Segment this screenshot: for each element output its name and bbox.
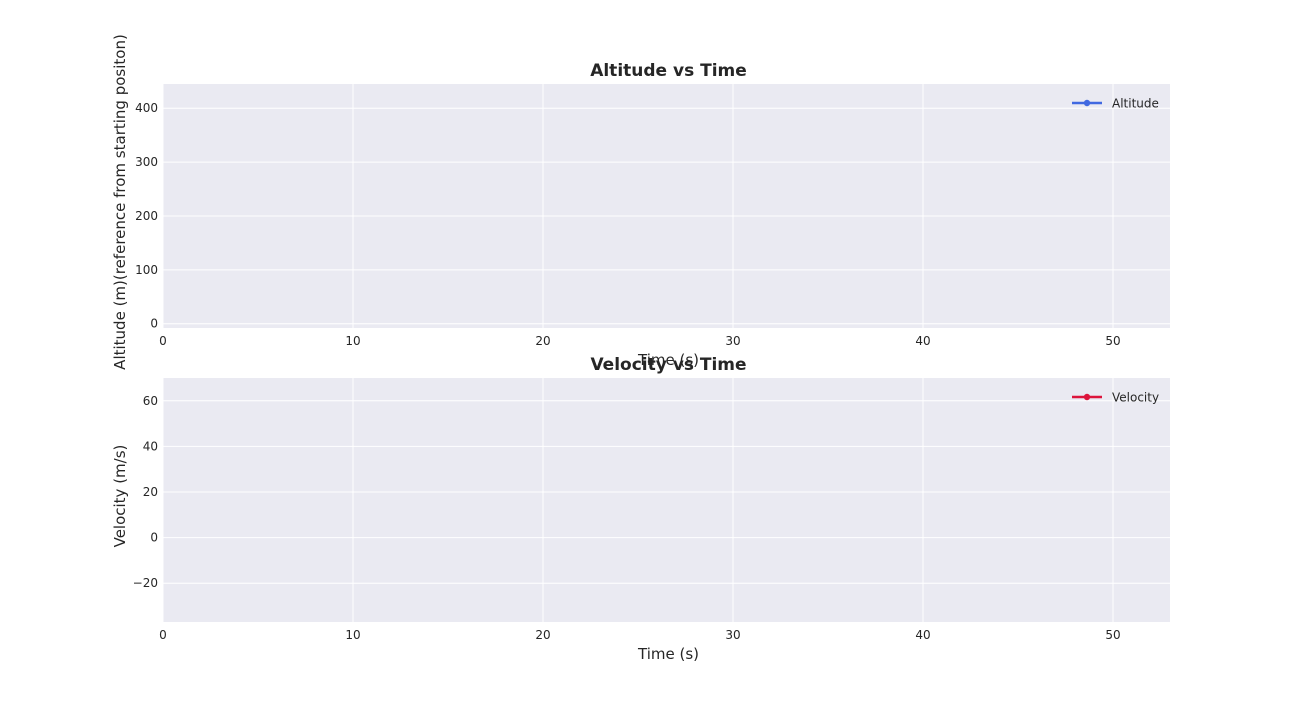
y-tick-label: 300 — [135, 155, 158, 169]
y-tick-label: −20 — [133, 576, 158, 590]
x-tick-label: 0 — [159, 334, 167, 348]
y-tick-label: 0 — [150, 531, 158, 545]
x-axis-label: Time (s) — [637, 351, 699, 369]
y-tick-label: 200 — [135, 209, 158, 223]
y-tick-label: 40 — [143, 439, 158, 453]
y-tick-label: 0 — [150, 317, 158, 331]
plot-area — [163, 84, 1170, 328]
x-tick-label: 20 — [535, 334, 550, 348]
legend-marker — [1083, 393, 1091, 401]
x-tick-label: 40 — [915, 628, 930, 642]
legend-label: Velocity — [1112, 391, 1159, 405]
chart-title: Altitude vs Time — [590, 61, 747, 81]
y-tick-label: 60 — [143, 394, 158, 408]
x-tick-label: 30 — [725, 334, 740, 348]
x-tick-label: 50 — [1105, 334, 1120, 348]
legend-label: Altitude — [1112, 97, 1159, 111]
x-axis-label: Time (s) — [637, 645, 699, 663]
x-tick-label: 10 — [345, 628, 360, 642]
y-tick-label: 100 — [135, 263, 158, 277]
legend-marker — [1083, 99, 1091, 107]
y-axis-label: Velocity (m/s) — [111, 445, 129, 548]
y-axis-label: Altitude (m)(reference from starting pos… — [111, 34, 129, 370]
x-tick-label: 30 — [725, 628, 740, 642]
chart-panel-2: 0 10 20 30 40 50 −20 0 20 40 60 Velocity vs Time Tim… — [111, 355, 1170, 663]
plot-area — [163, 378, 1170, 622]
x-tick-label: 40 — [915, 334, 930, 348]
chart-panel-1: 0 10 20 30 40 50 0 100 200 300 400 Altitude vs Time… — [111, 34, 1170, 370]
x-tick-label: 10 — [345, 334, 360, 348]
x-tick-label: 20 — [535, 628, 550, 642]
y-tick-label: 400 — [135, 101, 158, 115]
x-tick-label: 0 — [159, 628, 167, 642]
y-tick-label: 20 — [143, 485, 158, 499]
x-tick-label: 50 — [1105, 628, 1120, 642]
chart-title: Velocity vs Time — [590, 355, 746, 375]
